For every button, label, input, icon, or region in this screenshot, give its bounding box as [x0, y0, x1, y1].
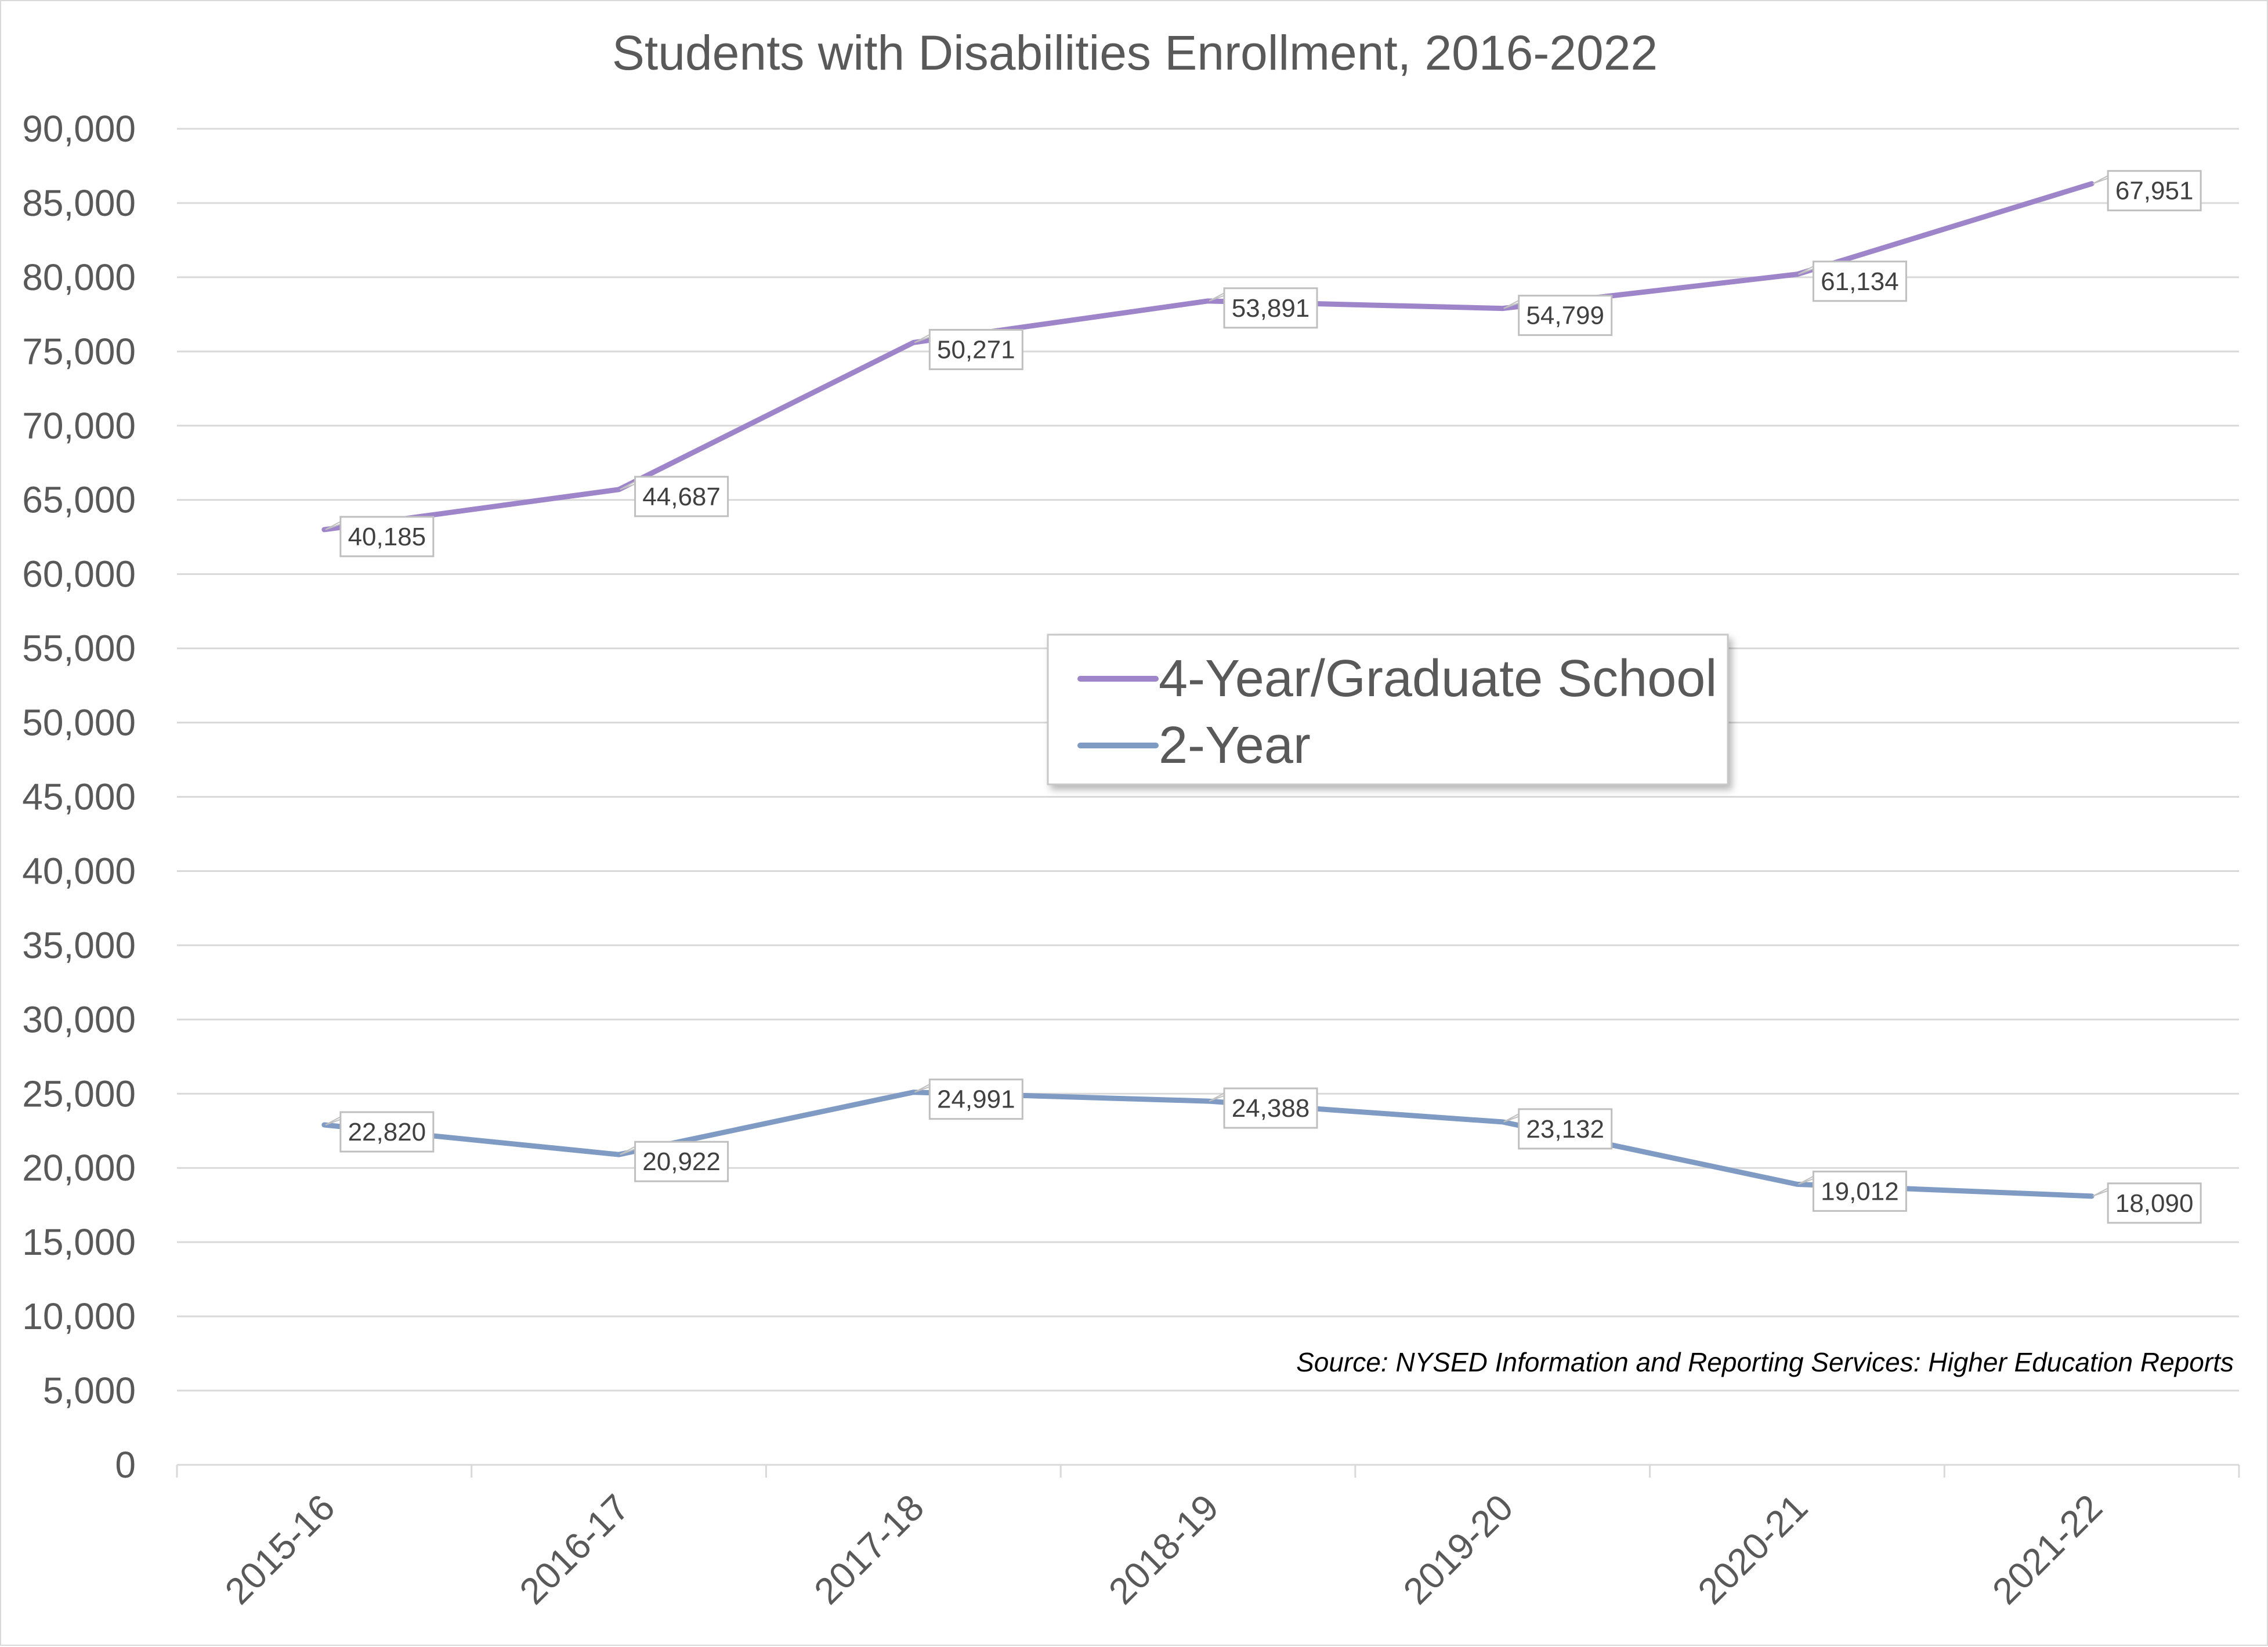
data-label-value: 44,687 — [642, 483, 721, 511]
data-label: 22,820 — [325, 1111, 435, 1153]
data-label-value: 67,951 — [2115, 177, 2194, 205]
source-note: Source: NYSED Information and Reporting … — [1296, 1347, 2234, 1377]
y-tick-label: 45,000 — [22, 776, 136, 818]
data-label-value: 20,922 — [642, 1148, 721, 1176]
data-label-value: 61,134 — [1821, 267, 1899, 296]
data-label-value: 23,132 — [1526, 1115, 1604, 1143]
legend: 4-Year/Graduate School 2-Year — [1047, 634, 1729, 786]
x-tick-label: 2019-20 — [1395, 1486, 1521, 1612]
data-label: 24,388 — [1209, 1087, 1318, 1129]
x-tick-label: 2015-16 — [217, 1486, 343, 1612]
x-tick-label: 2017-18 — [806, 1486, 932, 1612]
axes: 0 5,000 10,000 15,000 20,000 25,000 30,000 35,0… — [22, 108, 2240, 1612]
y-tick-label: 35,000 — [22, 924, 136, 966]
data-label-box — [634, 476, 729, 517]
y-tick-label: 40,000 — [22, 850, 136, 892]
x-tick-label: 2016-17 — [511, 1486, 637, 1612]
y-tick-label: 75,000 — [22, 331, 136, 372]
y-tick-label: 50,000 — [22, 702, 136, 744]
data-label: 24,991 — [914, 1078, 1023, 1120]
legend-label-4-year: 4-Year/Graduate School — [1159, 650, 1717, 708]
data-label: 19,012 — [1797, 1170, 1907, 1212]
chart-title: Students with Disabilities Enrollment, 2… — [612, 26, 1658, 80]
data-label: 61,134 — [1797, 260, 1907, 302]
legend-box — [1047, 634, 1729, 786]
y-tick-label: 55,000 — [22, 628, 136, 669]
data-label-value: 40,185 — [348, 523, 426, 551]
y-tick-label: 25,000 — [22, 1073, 136, 1114]
data-label: 67,951 — [2092, 170, 2202, 212]
y-tick-label: 90,000 — [22, 108, 136, 150]
x-tick-label: 2021-22 — [1984, 1486, 2110, 1612]
data-label: 20,922 — [620, 1141, 729, 1182]
data-label-box — [2107, 170, 2202, 212]
y-tick-label: 80,000 — [22, 256, 136, 298]
y-tick-label: 60,000 — [22, 553, 136, 595]
data-label-box — [1223, 287, 1318, 329]
data-label-box — [1812, 1170, 1907, 1212]
data-label-box — [634, 1141, 729, 1182]
data-label-box — [928, 1078, 1023, 1120]
data-label: 50,271 — [914, 328, 1023, 370]
data-label-box — [2107, 1182, 2202, 1224]
y-tick-label: 20,000 — [22, 1147, 136, 1189]
data-label-box — [928, 328, 1023, 370]
data-label-value: 18,090 — [2115, 1189, 2194, 1218]
data-label-box — [1518, 295, 1613, 336]
data-label: 40,185 — [325, 516, 435, 558]
data-label-box — [1518, 1108, 1613, 1150]
data-label: 44,687 — [620, 476, 729, 517]
data-label-value: 22,820 — [348, 1118, 426, 1146]
data-label: 53,891 — [1209, 287, 1318, 329]
data-label-box — [339, 516, 435, 558]
series-lines — [321, 181, 2095, 1199]
x-tick-label: 2020-21 — [1690, 1486, 1815, 1612]
series-line-2-year — [321, 1089, 2095, 1199]
data-label: 54,799 — [1503, 295, 1613, 336]
data-label-value: 24,388 — [1232, 1094, 1310, 1123]
y-tick-label: 65,000 — [22, 479, 136, 521]
data-label: 23,132 — [1503, 1108, 1613, 1150]
data-label-box — [1812, 260, 1907, 302]
y-tick-label: 85,000 — [22, 182, 136, 224]
y-tick-label: 70,000 — [22, 405, 136, 447]
gridlines — [177, 128, 2239, 1392]
y-tick-label: 10,000 — [22, 1295, 136, 1337]
data-label-box — [1223, 1087, 1318, 1129]
y-tick-label: 30,000 — [22, 998, 136, 1040]
data-labels: 40,185 44,687 50,271 53,891 54,799 61,134 67,9… — [325, 170, 2202, 1224]
data-label-value: 54,799 — [1526, 302, 1604, 330]
data-label-value: 19,012 — [1821, 1177, 1899, 1206]
data-label-box — [339, 1111, 435, 1153]
data-label-value: 50,271 — [937, 335, 1015, 364]
y-tick-label: 0 — [115, 1444, 136, 1486]
x-tick-label: 2018-19 — [1101, 1486, 1227, 1612]
y-tick-label: 5,000 — [43, 1370, 136, 1411]
data-label-value: 53,891 — [1232, 294, 1310, 323]
y-tick-label: 15,000 — [22, 1221, 136, 1263]
data-label: 18,090 — [2092, 1182, 2202, 1224]
data-label-value: 24,991 — [937, 1085, 1015, 1114]
series-line-4-year — [321, 181, 2095, 533]
legend-label-2-year: 2-Year — [1159, 716, 1311, 774]
